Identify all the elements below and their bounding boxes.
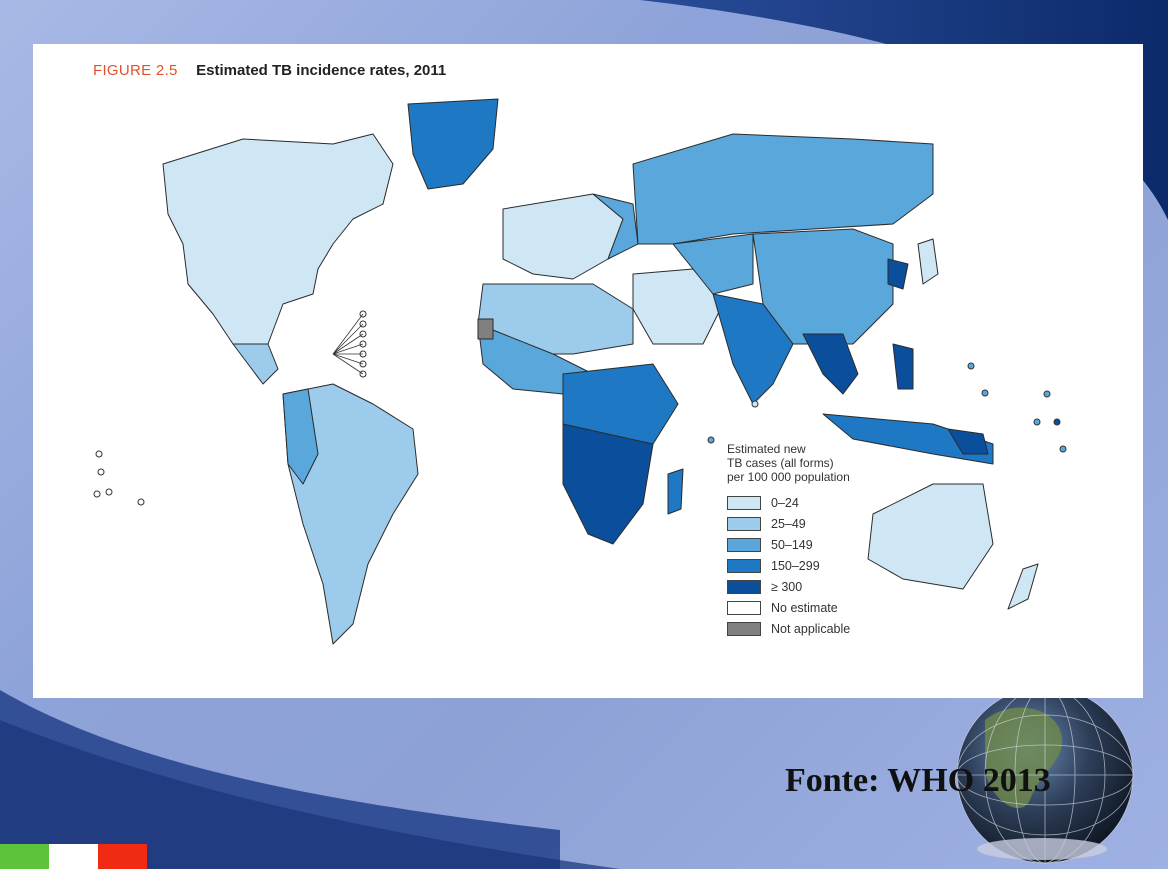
region-new-zealand bbox=[1007, 563, 1039, 610]
region-southern-africa bbox=[562, 423, 654, 545]
region-philippines bbox=[892, 343, 914, 390]
legend-swatch bbox=[727, 537, 761, 552]
region-australia bbox=[867, 483, 994, 590]
figure-number: FIGURE 2.5 bbox=[93, 62, 178, 79]
region-japan bbox=[917, 238, 939, 285]
region-central-america bbox=[232, 343, 279, 385]
legend-item: 0–24 bbox=[727, 492, 987, 513]
flag-red-band bbox=[98, 844, 147, 869]
legend-swatch bbox=[727, 516, 761, 531]
figure-card: FIGURE 2.5 Estimated TB incidence rates,… bbox=[33, 44, 1143, 698]
region-india bbox=[712, 293, 794, 405]
legend-title: Estimated new TB cases (all forms) per 1… bbox=[727, 442, 850, 484]
figure-title: Estimated TB incidence rates, 2011 bbox=[196, 62, 447, 79]
island-markers bbox=[93, 310, 1067, 506]
source-citation: Fonte: WHO 2013 bbox=[785, 762, 1051, 799]
globe-shadow bbox=[977, 838, 1107, 860]
legend-swatch bbox=[727, 558, 761, 573]
flag-green-band bbox=[0, 844, 49, 869]
legend-item: No estimate bbox=[727, 597, 987, 618]
region-madagascar bbox=[667, 468, 684, 515]
region-south-america-west bbox=[282, 388, 319, 485]
region-north-america bbox=[162, 133, 394, 345]
legend-label: 50–149 bbox=[771, 537, 813, 552]
map-legend: Estimated new TB cases (all forms) per 1… bbox=[727, 442, 987, 639]
region-western-sahara bbox=[477, 318, 494, 340]
figure-header: FIGURE 2.5 Estimated TB incidence rates,… bbox=[93, 62, 446, 80]
region-papua-new-guinea bbox=[947, 428, 989, 455]
legend-item: ≥ 300 bbox=[727, 576, 987, 597]
flag-white-band bbox=[49, 844, 98, 869]
legend-label: No estimate bbox=[771, 600, 838, 615]
region-southeast-asia bbox=[802, 333, 859, 395]
region-indonesia bbox=[822, 413, 994, 465]
legend-label: 25–49 bbox=[771, 516, 806, 531]
legend-swatch bbox=[727, 495, 761, 510]
region-central-asia bbox=[672, 233, 754, 295]
legend-item: Not applicable bbox=[727, 618, 987, 639]
region-russia bbox=[632, 133, 934, 245]
legend-label: 150–299 bbox=[771, 558, 820, 573]
legend-label: 0–24 bbox=[771, 495, 799, 510]
legend-item: 50–149 bbox=[727, 534, 987, 555]
legend-item: 25–49 bbox=[727, 513, 987, 534]
world-map bbox=[93, 98, 1067, 645]
region-eastern-europe bbox=[592, 193, 639, 260]
legend-item: 150–299 bbox=[727, 555, 987, 576]
region-korea bbox=[887, 258, 909, 290]
region-europe bbox=[502, 193, 624, 280]
legend-swatch bbox=[727, 579, 761, 594]
legend-label: Not applicable bbox=[771, 621, 851, 636]
legend-swatch bbox=[727, 621, 761, 636]
legend-label: ≥ 300 bbox=[771, 579, 803, 594]
region-greenland bbox=[407, 98, 499, 190]
legend-swatch bbox=[727, 600, 761, 615]
flag-strip bbox=[0, 844, 147, 869]
caribbean-leader-lines bbox=[332, 313, 364, 375]
